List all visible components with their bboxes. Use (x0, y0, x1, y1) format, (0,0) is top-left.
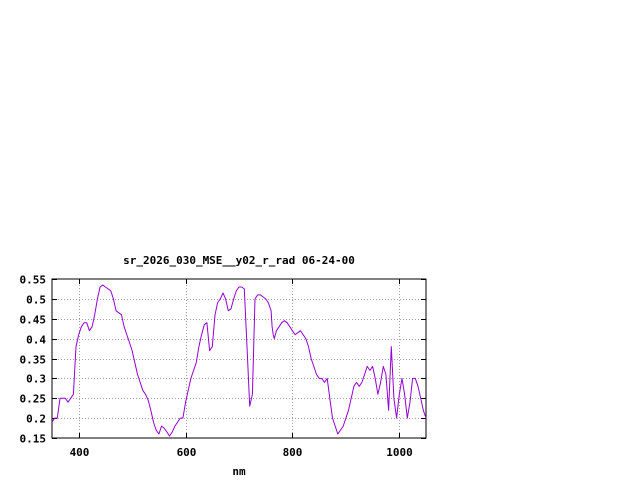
y-tick-label: 0.15 (20, 433, 47, 446)
x-axis-label: nm (232, 465, 246, 478)
series-group (51, 284, 427, 437)
grid-lines (52, 279, 426, 438)
y-tick-label: 0.45 (20, 314, 47, 327)
x-tick-label: 400 (70, 446, 90, 459)
y-tick-label: 0.25 (20, 393, 47, 406)
y-tick-label: 0.5 (26, 294, 46, 307)
plot-frame (51, 278, 427, 439)
x-tick-label: 1000 (386, 446, 413, 459)
y-tick-label: 0.55 (20, 274, 47, 287)
x-tick-label: 800 (283, 446, 303, 459)
series-line (51, 284, 427, 437)
x-tick-label: 600 (177, 446, 197, 459)
y-tick-label: 0.3 (26, 373, 46, 386)
y-tick-label: 0.4 (26, 334, 46, 347)
y-tick-label: 0.35 (20, 354, 47, 367)
y-tick-label: 0.2 (26, 413, 46, 426)
axis-ticks: 0.15 0.2 0.25 0.3 0.35 0.4 0.45 0.5 0.55 400 600 80… (20, 274, 426, 459)
chart-title: sr_2026_030_MSE__y02_r_rad 06-24-00 (123, 254, 355, 267)
